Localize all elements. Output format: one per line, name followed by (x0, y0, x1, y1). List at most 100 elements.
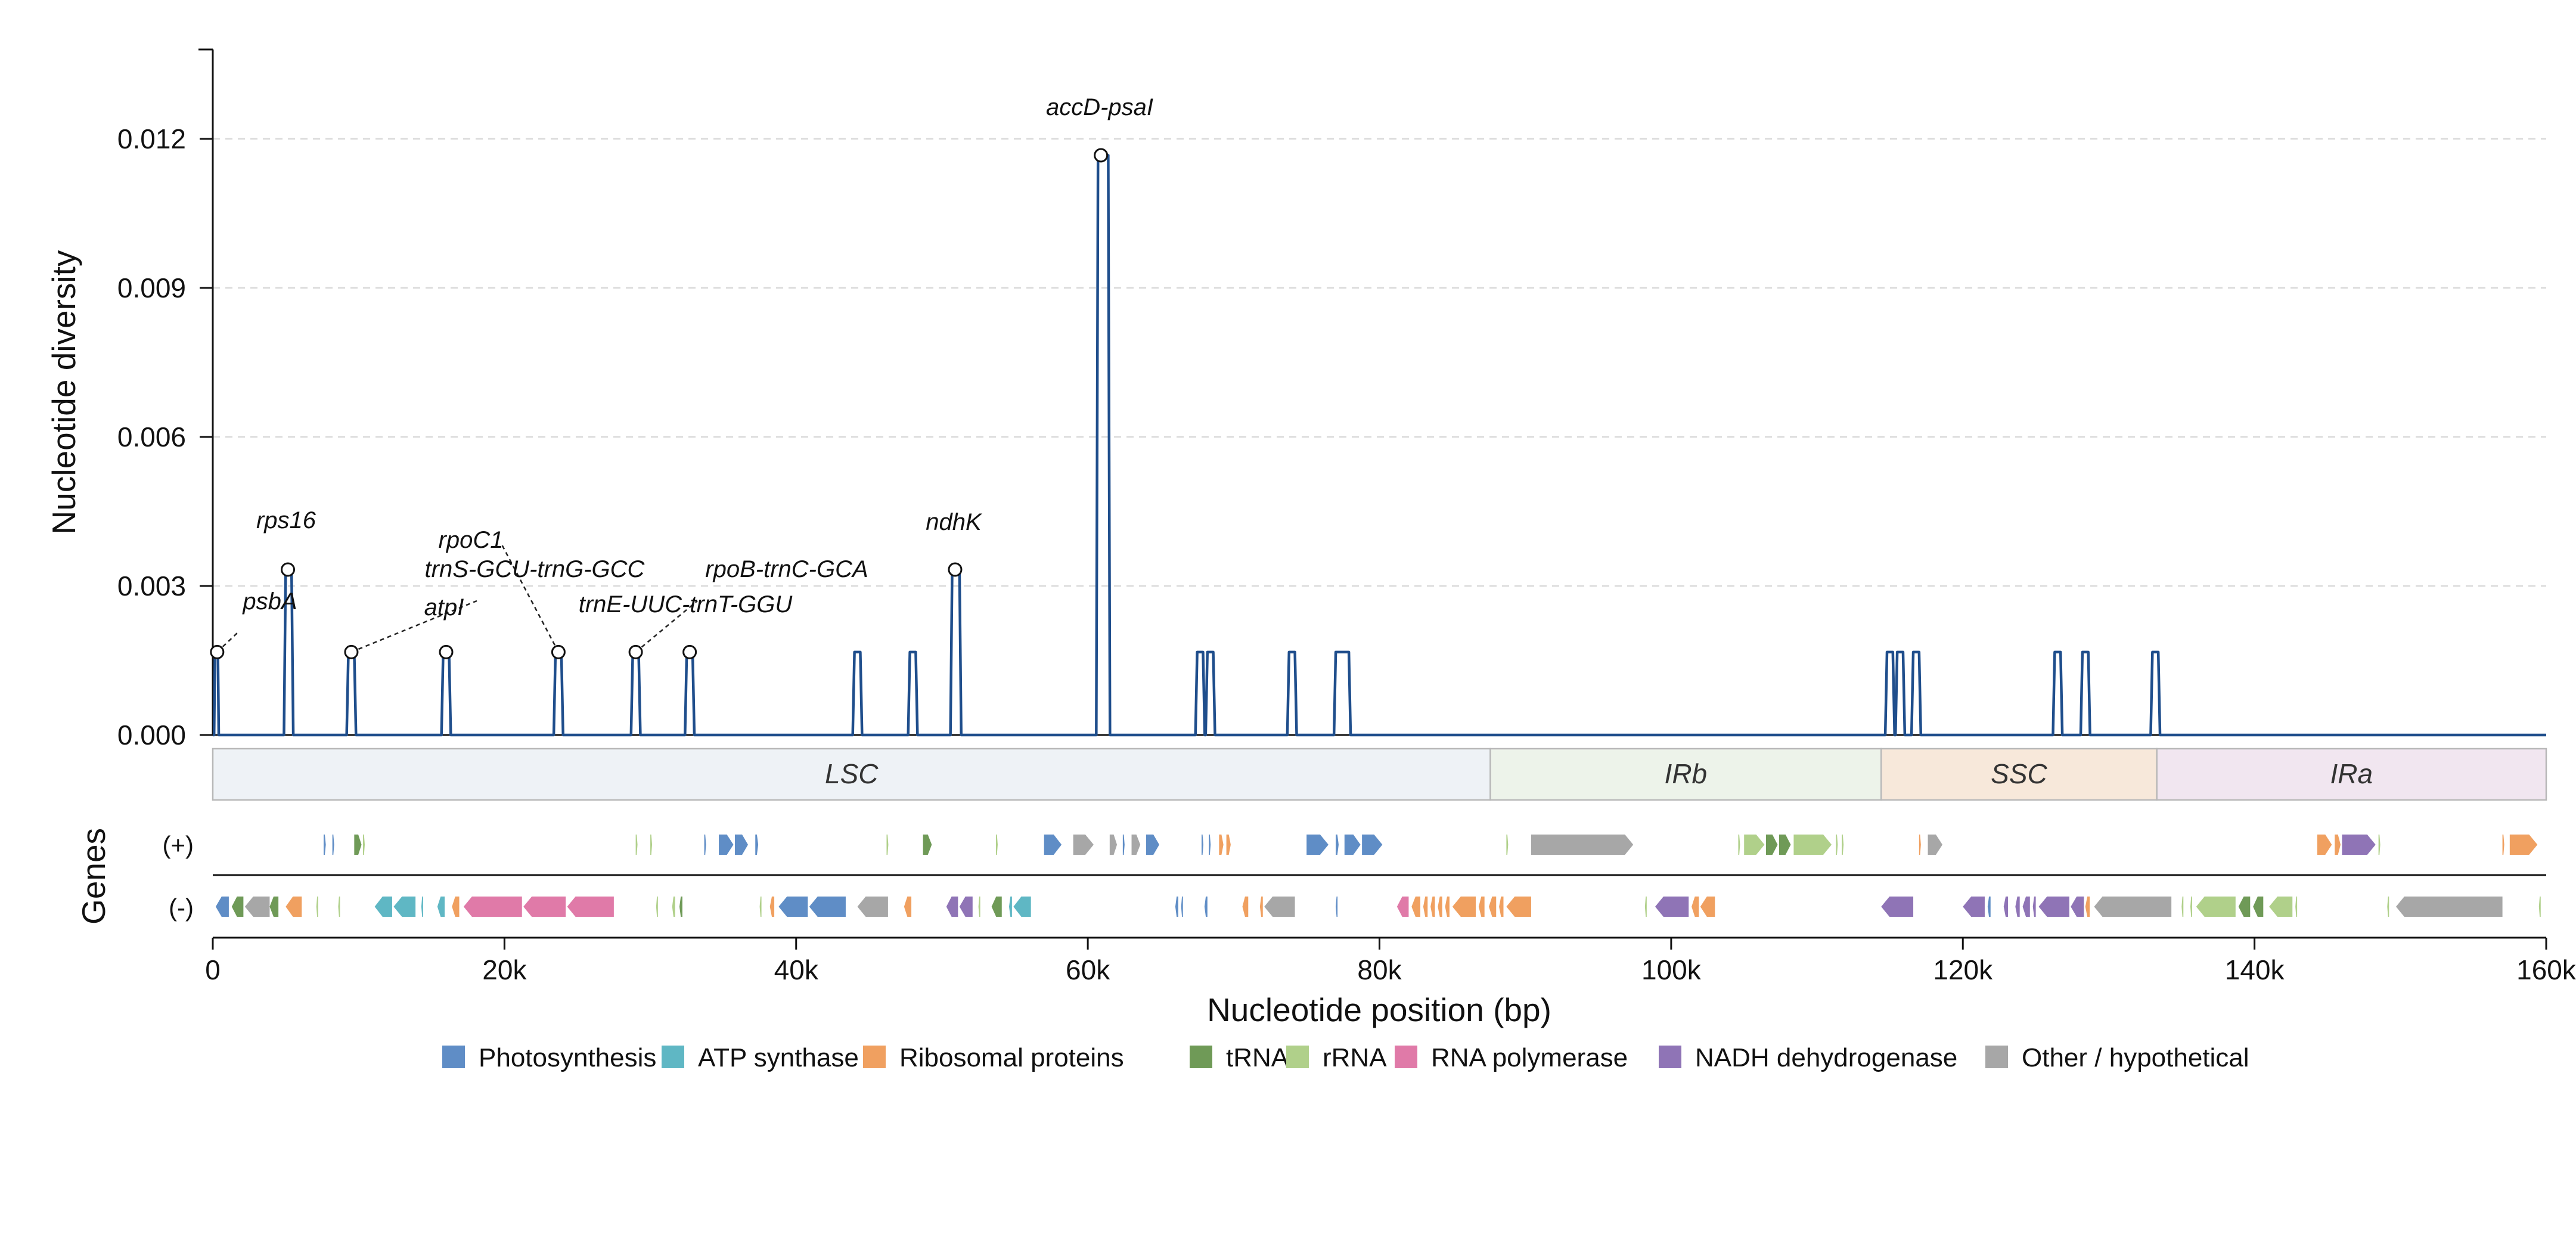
gene-arrow (1423, 897, 1428, 917)
gene-arrow (769, 897, 775, 917)
gene-arrow (995, 835, 998, 855)
gene-arrow (1219, 835, 1224, 855)
strand-plus-label: (+) (163, 831, 194, 859)
y-tick-label: 0.009 (117, 272, 186, 303)
x-axis-title: Nucleotide position (bp) (1207, 991, 1551, 1028)
gene-arrow (2196, 897, 2236, 917)
gene-arrow (1411, 897, 1421, 917)
gene-arrow (393, 897, 416, 917)
annotation-leader (216, 631, 239, 653)
gene-arrow (2378, 835, 2381, 855)
gene-arrow (978, 897, 980, 917)
gene-arrow (1881, 897, 1914, 917)
legend-label: Photosynthesis (479, 1043, 656, 1072)
x-tick-label: 100k (1641, 954, 1702, 985)
gene-arrow (1987, 897, 1991, 917)
gene-arrow (2022, 897, 2030, 917)
gene-arrow (923, 835, 932, 855)
peak-annotation-label: rps16 (256, 507, 316, 534)
gene-arrow (363, 835, 365, 855)
peak-annotations: psbA rps16 atpI rpoC1 trnS-GCU-trnG-GCC trnE-… (210, 94, 1153, 659)
gene-arrow (215, 897, 229, 917)
gene-arrow (2509, 835, 2538, 855)
genes-axis-title: Genes (75, 828, 112, 925)
gene-arrow (421, 897, 423, 917)
gene-arrow (1336, 897, 1338, 917)
gene-arrow (1226, 835, 1231, 855)
region-box (1489, 748, 1882, 801)
gene-arrow (1209, 835, 1211, 855)
x-tick-label: 60k (1066, 954, 1110, 985)
x-tick-label: 20k (482, 954, 527, 985)
peak-annotation-label: ndhK (926, 509, 983, 535)
gene-arrow (2502, 835, 2504, 855)
strand-minus-label: (-) (169, 894, 194, 922)
gene-arrow (1013, 897, 1031, 917)
gene-arrow (323, 835, 326, 855)
legend-label: NADH dehydrogenase (1695, 1043, 1957, 1072)
peak-marker (628, 644, 643, 659)
gene-arrow (1122, 835, 1125, 855)
peak-marker (210, 644, 225, 659)
gene-tracks (215, 835, 2541, 917)
gene-arrow (1044, 835, 1062, 855)
legend-label: Ribosomal proteins (899, 1043, 1124, 1072)
peak-marker (281, 562, 296, 577)
gene-arrow (1336, 835, 1339, 855)
region-label: SSC (1991, 758, 2047, 789)
peak-marker (344, 644, 359, 659)
gene-arrow (2015, 897, 2020, 917)
gene-arrow (1445, 897, 1450, 917)
gene-arrow (991, 897, 1002, 917)
peak-marker (551, 644, 566, 659)
gene-arrow (1963, 897, 1985, 917)
x-tick-label: 80k (1357, 954, 1402, 985)
gene-arrow (719, 835, 734, 855)
gene-arrow (1738, 835, 1740, 855)
peak-annotation-label: rpoC1 (439, 527, 504, 553)
gene-arrow (679, 897, 682, 917)
y-tick-label: 0.000 (117, 719, 186, 750)
gene-arrow (2538, 897, 2541, 917)
gene-arrow (523, 897, 566, 917)
x-tick-label: 0 (205, 954, 221, 985)
gene-arrow (2085, 897, 2090, 917)
gene-arrow (2295, 897, 2298, 917)
gene-arrow (635, 835, 638, 855)
gene-arrow (1692, 897, 1699, 917)
x-tick-label: 120k (1933, 954, 1993, 985)
gene-arrow (1073, 835, 1094, 855)
gene-arrow (1506, 835, 1509, 855)
gene-arrow (354, 835, 362, 855)
gene-arrow (2038, 897, 2069, 917)
x-tick-label: 40k (774, 954, 819, 985)
gene-arrow (1201, 835, 1203, 855)
gene-arrow (316, 897, 318, 917)
gene-arrow (463, 897, 522, 917)
gene-arrow (1793, 835, 1832, 855)
grid-lines (213, 138, 2546, 587)
gene-arrow (809, 897, 846, 917)
x-tick-label: 140k (2225, 954, 2285, 985)
gene-arrow (1700, 897, 1715, 917)
gene-arrow (2190, 897, 2192, 917)
gene-arrow (734, 835, 749, 855)
gene-arrow (1146, 835, 1160, 855)
peak-annotation-label: psbA (242, 588, 297, 615)
gene-arrow (904, 897, 912, 917)
gene-arrow (1531, 835, 1634, 855)
gene-arrow (2317, 835, 2332, 855)
annotation-leader (499, 542, 560, 653)
gene-arrow (1478, 897, 1485, 917)
gene-arrow (2395, 897, 2503, 917)
gene-arrow (778, 897, 808, 917)
gene-arrow (650, 835, 653, 855)
gene-arrow (1506, 897, 1531, 917)
legend-swatch (442, 1046, 465, 1068)
gene-arrow (2032, 897, 2036, 917)
peak-marker (439, 644, 454, 659)
gene-arrow (1396, 897, 1409, 917)
legend-swatch (1286, 1046, 1309, 1068)
gene-arrow (959, 897, 973, 917)
